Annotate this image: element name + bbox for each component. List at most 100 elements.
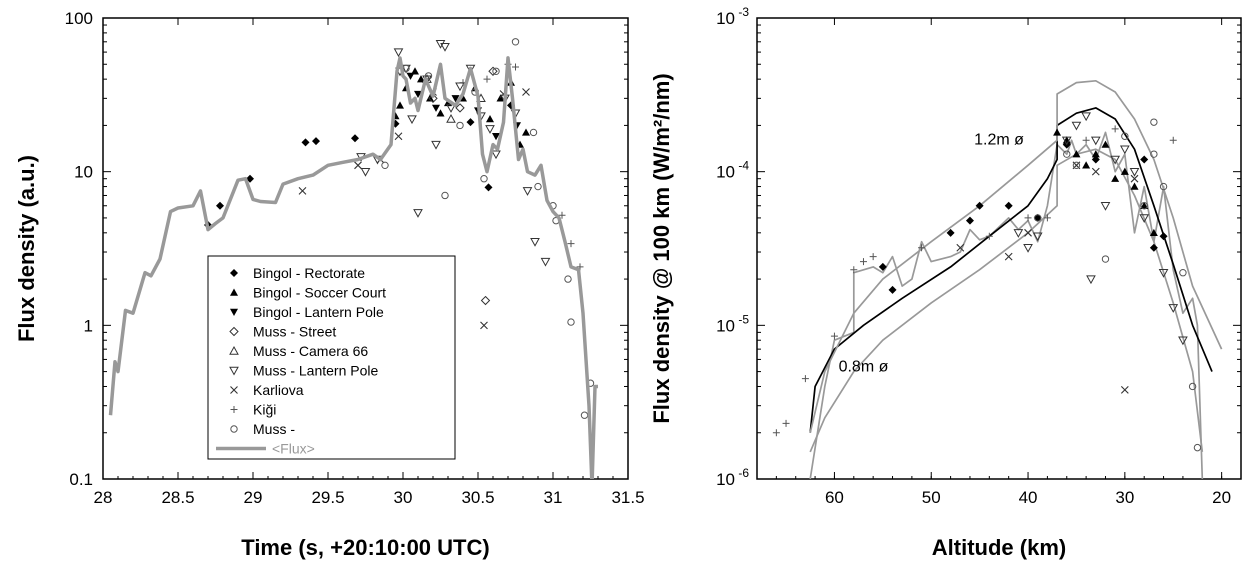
legend-marker — [230, 386, 238, 394]
x-tick-label: 31.5 — [611, 488, 644, 507]
y-axis-label: Flux density @ 100 km (W/m²/nm) — [649, 73, 674, 423]
x-tick-label: 29 — [244, 488, 263, 507]
data-point — [782, 419, 790, 427]
data-point — [1150, 150, 1158, 158]
data-point — [558, 211, 566, 219]
data-point — [1121, 132, 1129, 140]
legend-label: Karliova — [253, 382, 304, 398]
data-point — [567, 240, 575, 248]
data-point — [431, 140, 441, 150]
data-point — [1139, 214, 1150, 223]
legend-item-bingol-lantern-pole: Bingol - Lantern Pole — [230, 304, 384, 320]
data-point — [985, 232, 993, 240]
legend-label: Muss - Lantern Pole — [253, 363, 378, 379]
data-point — [485, 125, 495, 134]
data-point — [413, 209, 423, 218]
data-point — [1140, 201, 1149, 209]
data-point — [1179, 269, 1187, 277]
legend-marker — [230, 406, 238, 413]
data-point — [956, 243, 965, 252]
annotation-label: 0.8m ø — [839, 359, 889, 376]
data-point — [1072, 150, 1081, 158]
data-point — [1120, 386, 1129, 394]
data-point — [1140, 202, 1148, 210]
data-point — [496, 94, 505, 102]
data-point — [456, 121, 464, 130]
series-line — [809, 79, 1223, 433]
data-point — [312, 137, 320, 146]
x-tick-label: 60 — [825, 488, 844, 507]
data-point — [522, 128, 530, 136]
data-point — [1091, 155, 1100, 164]
data-point — [830, 332, 838, 340]
legend-label: Bingol - Lantern Pole — [253, 304, 384, 320]
data-point — [436, 109, 445, 117]
data-point — [946, 228, 955, 237]
legend-label: Muss - Street — [253, 324, 336, 340]
data-point — [1082, 136, 1090, 144]
data-point — [455, 103, 465, 113]
data-point — [480, 321, 488, 330]
legend-label: Muss - Camera 66 — [253, 343, 368, 359]
y-tick-label: 10 — [716, 470, 735, 489]
series-line-2 — [809, 79, 1223, 433]
x-tick-label: 28 — [94, 488, 113, 507]
y-tick-label: 10 — [716, 9, 735, 28]
data-point — [354, 161, 362, 170]
y-tick-label: 100 — [65, 9, 93, 28]
data-point — [1158, 269, 1169, 278]
series-line-0 — [809, 131, 1204, 479]
data-point — [1159, 232, 1168, 241]
series-line-4 — [878, 140, 1168, 294]
legend-marker — [230, 288, 238, 296]
data-point — [301, 138, 310, 147]
legend-marker — [229, 366, 239, 376]
data-point — [965, 216, 974, 225]
plot-area — [772, 79, 1223, 479]
data-point — [483, 75, 491, 83]
data-point — [1090, 136, 1101, 146]
legend-item-muss-camera-66: Muss - Camera 66 — [229, 343, 368, 359]
y-tick-exponent: -3 — [738, 5, 749, 19]
plot-area — [108, 38, 598, 479]
series-line — [809, 131, 1204, 479]
data-point — [492, 133, 500, 141]
data-point — [1101, 140, 1110, 148]
data-point — [360, 167, 371, 177]
data-point — [1129, 167, 1140, 177]
data-point — [1024, 228, 1032, 237]
data-point — [564, 275, 572, 283]
data-point — [1004, 201, 1013, 210]
plot-frame — [756, 17, 1242, 480]
legend-item-flux: <Flux> — [216, 441, 315, 457]
data-point — [441, 191, 449, 200]
x-tick-label: 28.5 — [161, 488, 194, 507]
data-point — [1023, 244, 1033, 253]
data-point — [1149, 228, 1158, 237]
data-point — [1091, 150, 1100, 158]
data-point — [486, 115, 494, 123]
data-point — [1082, 161, 1091, 169]
data-point — [1034, 214, 1042, 222]
data-point — [491, 150, 501, 160]
data-point — [446, 114, 456, 123]
data-point — [446, 104, 456, 113]
data-point — [511, 38, 520, 46]
data-point — [1120, 167, 1129, 175]
data-point — [1091, 167, 1100, 176]
data-point — [1119, 145, 1130, 155]
legend-item-bingol-rectorate: Bingol - Rectorate — [230, 265, 365, 281]
data-point — [488, 66, 498, 76]
data-point — [1193, 443, 1202, 452]
data-point — [1178, 336, 1188, 346]
legend-marker — [230, 425, 238, 433]
series-line — [809, 148, 1204, 453]
data-point — [1033, 213, 1042, 222]
data-point — [394, 132, 403, 141]
legend-item-muss-street: Muss - Street — [229, 324, 336, 340]
data-point — [512, 63, 519, 71]
series-muss-street — [428, 66, 498, 306]
data-point — [396, 101, 404, 109]
data-point — [1013, 229, 1024, 238]
